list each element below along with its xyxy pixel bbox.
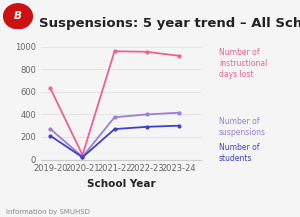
Text: Information by SMUHSD: Information by SMUHSD bbox=[6, 209, 90, 215]
Text: B: B bbox=[14, 11, 22, 21]
Text: Number of
students: Number of students bbox=[219, 143, 260, 163]
Text: Number of
suspensions: Number of suspensions bbox=[219, 117, 266, 137]
Circle shape bbox=[4, 4, 32, 29]
Text: Number of
instructional
days lost: Number of instructional days lost bbox=[219, 48, 267, 79]
Text: Suspensions: 5 year trend – All Schools: Suspensions: 5 year trend – All Schools bbox=[39, 17, 300, 30]
X-axis label: School Year: School Year bbox=[87, 179, 155, 189]
